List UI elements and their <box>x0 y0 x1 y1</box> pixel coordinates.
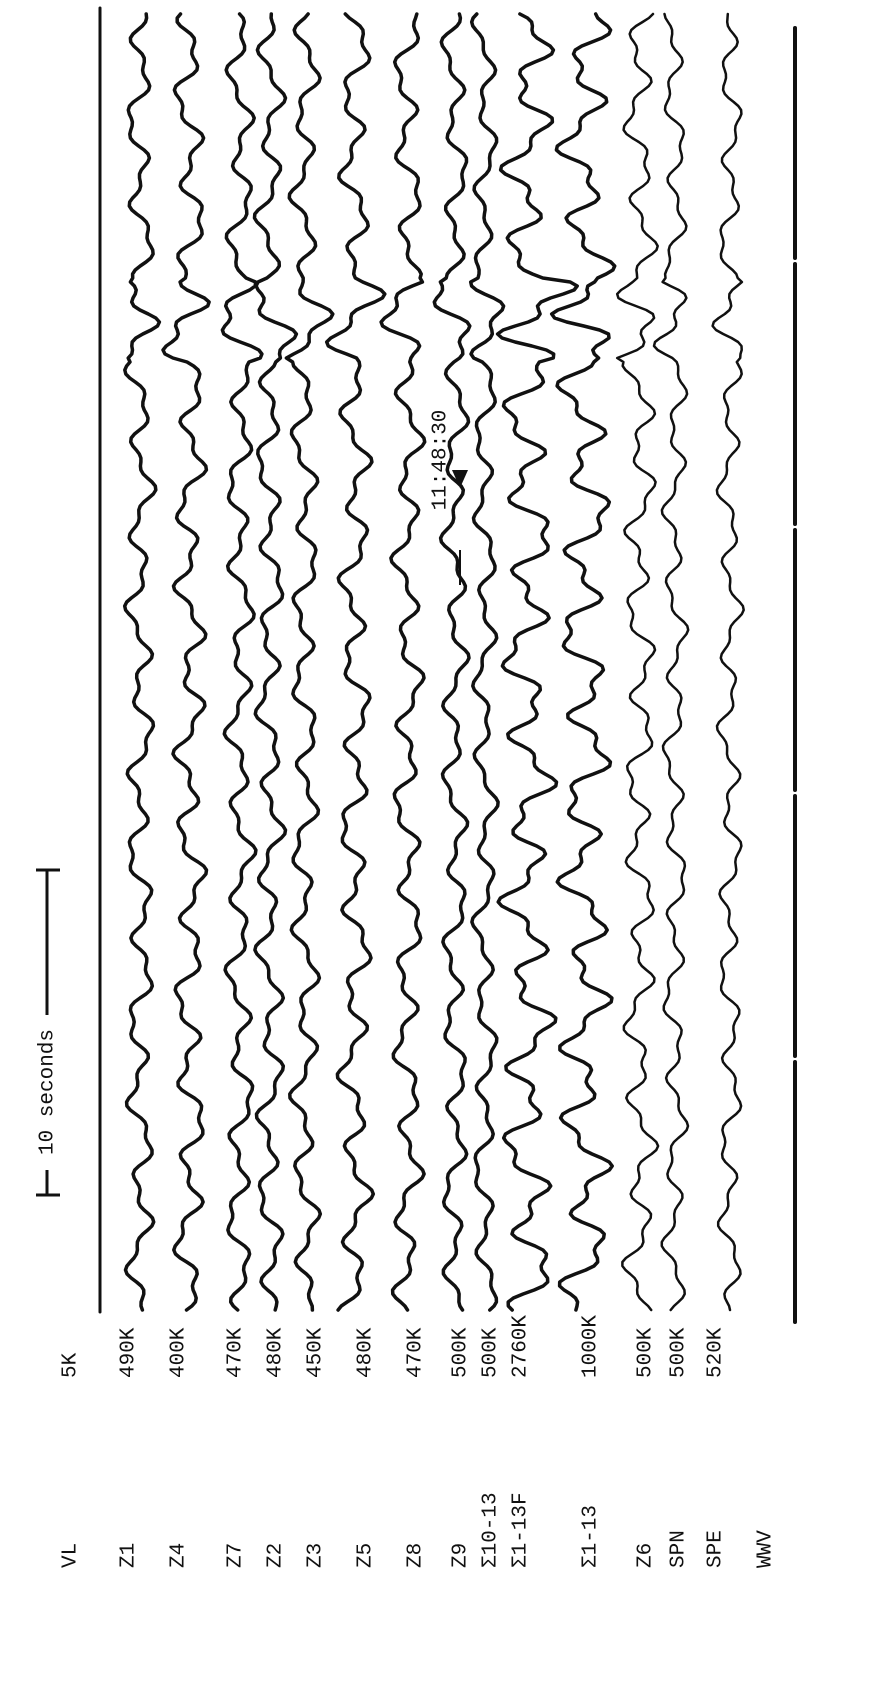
channel-name: Z8 <box>405 1543 428 1568</box>
trace <box>432 12 472 1312</box>
trace <box>468 12 506 1312</box>
channel-gain: 470K <box>405 1327 428 1378</box>
trace <box>549 12 617 1312</box>
channel-gain: 490K <box>118 1327 141 1378</box>
trace <box>220 12 264 1312</box>
channel-name: Σ1-13 <box>580 1505 603 1568</box>
channel-gain: 480K <box>265 1327 288 1378</box>
trace <box>161 12 211 1312</box>
trace <box>379 12 427 1312</box>
channel-gain: 500K <box>480 1327 503 1378</box>
labels: VL 5K Z1 490K Z4 400K Z7 470K Z2 480K Z3 450K Z5 480K… <box>60 1315 778 1568</box>
trace <box>615 12 660 1312</box>
channel-name: Z1 <box>118 1543 141 1568</box>
channel-name: VL <box>60 1543 83 1568</box>
channel-name: Z6 <box>635 1543 658 1568</box>
channel-gain: 1000K <box>580 1315 603 1378</box>
trace <box>284 12 335 1312</box>
channel-gain: 2760K <box>510 1315 533 1378</box>
channel-name: Z3 <box>305 1543 328 1568</box>
channel-name: SPN <box>668 1530 691 1568</box>
channel-name: Z9 <box>450 1543 473 1568</box>
channel-gain: 5K <box>60 1352 83 1378</box>
channel-gain: 400K <box>168 1327 191 1378</box>
channel-name: Z7 <box>225 1543 248 1568</box>
channel-name: Σ10-13 <box>480 1492 503 1568</box>
channel-name: WWV <box>755 1530 778 1568</box>
traces <box>98 6 797 1324</box>
channel-name: SPE <box>705 1530 728 1568</box>
channel-name: Z2 <box>265 1543 288 1568</box>
channel-gain: 500K <box>635 1327 658 1378</box>
time-arrow <box>452 470 468 488</box>
channel-name: Σ1-13F <box>510 1492 533 1568</box>
channel-gain: 500K <box>450 1327 473 1378</box>
channel-gain: 500K <box>668 1327 691 1378</box>
trace <box>495 12 579 1312</box>
channel-name: Z4 <box>168 1543 191 1568</box>
trace <box>252 12 299 1312</box>
channel-gain: 470K <box>225 1327 248 1378</box>
time-label: 11:48:30 <box>430 410 453 511</box>
trace <box>324 12 387 1312</box>
channel-gain: 450K <box>305 1327 328 1378</box>
scale-label: 10 seconds <box>37 1029 60 1155</box>
trace <box>122 12 162 1312</box>
trace <box>652 12 690 1312</box>
channel-name: Z5 <box>355 1543 378 1568</box>
trace <box>711 12 745 1312</box>
channel-gain: 520K <box>705 1327 728 1378</box>
channel-gain: 480K <box>355 1327 378 1378</box>
